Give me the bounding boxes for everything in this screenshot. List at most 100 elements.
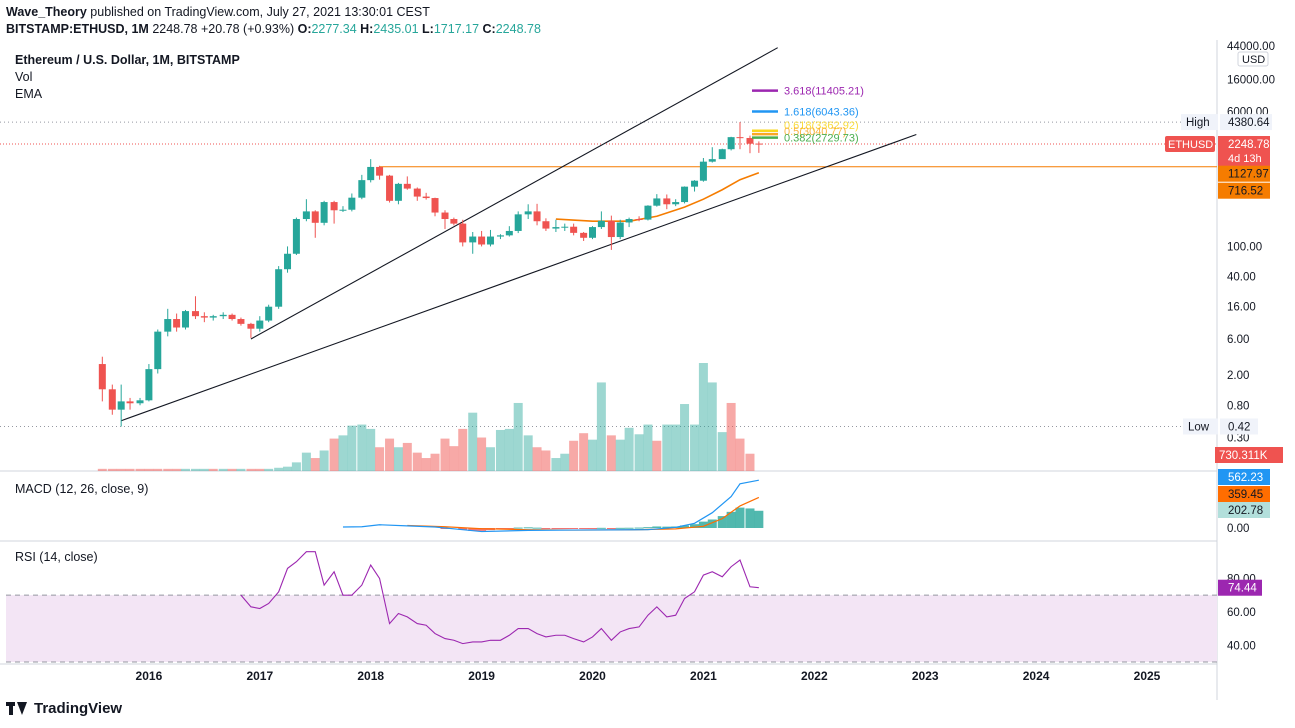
candle-body <box>367 166 375 181</box>
volume-bar <box>255 468 265 471</box>
volume-bar <box>319 450 329 471</box>
macd-histogram-bar <box>735 507 745 528</box>
volume-bar <box>671 424 681 471</box>
volume-bar <box>504 428 514 471</box>
fib-level-label: 0.618(3362.92) <box>784 120 859 132</box>
candle-body <box>386 175 394 201</box>
macd-histogram-bar <box>745 508 755 528</box>
volume-bar <box>596 382 606 471</box>
candle-body <box>635 219 643 221</box>
price-tick-label: 2.00 <box>1227 370 1249 382</box>
price-tag-bg <box>1218 165 1270 182</box>
legend-vol[interactable]: Vol <box>15 70 33 84</box>
candle-body <box>552 227 560 229</box>
volume-bar <box>227 468 237 471</box>
candle-body <box>755 143 763 145</box>
macd-histogram-bar <box>532 527 542 529</box>
candle-body <box>570 226 578 233</box>
candle-body <box>320 202 328 223</box>
rsi-band <box>6 595 1217 662</box>
macd-histogram-bar <box>634 527 644 529</box>
symbol-line: BITSTAMP:ETHUSD, 1M 2248.78 +20.78 (+0.9… <box>6 22 541 36</box>
volume-bar <box>264 468 274 471</box>
price-tick-label: 0.30 <box>1227 433 1249 445</box>
macd-histogram-bar <box>643 527 653 529</box>
tradingview-logo[interactable]: TradingView <box>6 700 122 717</box>
high-value: 2435.01 <box>373 22 419 36</box>
candle-body <box>644 205 652 220</box>
macd-histogram-bar <box>606 528 616 529</box>
time-tick-label: 2025 <box>1134 669 1161 683</box>
macd-value-tag: 359.45 <box>1228 489 1263 501</box>
symbol-name[interactable]: BITSTAMP:ETHUSD, 1M <box>6 22 149 36</box>
legend-macd[interactable]: MACD (12, 26, close, 9) <box>15 482 149 496</box>
candle-body <box>394 183 402 201</box>
candle-countdown: 4d 13h <box>1228 153 1262 165</box>
volume-bar <box>551 458 561 471</box>
candle-body <box>431 198 439 213</box>
volume-bar <box>532 447 542 471</box>
volume-bar <box>301 452 311 471</box>
macd-tick-label: 0.00 <box>1227 523 1249 535</box>
candle-body <box>478 236 486 245</box>
publisher-name[interactable]: Wave_Theory <box>6 5 87 19</box>
volume-bar <box>310 458 320 471</box>
close-value: 2248.78 <box>495 22 541 36</box>
candle-body <box>376 166 384 176</box>
open-value: 2277.34 <box>311 22 357 36</box>
candle-body <box>616 222 624 238</box>
time-tick-label: 2018 <box>357 669 384 683</box>
volume-bar <box>107 468 117 471</box>
candle-body <box>228 314 236 320</box>
volume-bar <box>588 439 597 471</box>
open-label: O: <box>297 22 312 36</box>
macd-histogram-bar <box>513 527 523 529</box>
candle-body <box>284 253 292 270</box>
publisher-text: published on TradingView.com, July 27, 2… <box>86 5 430 19</box>
macd-histogram-bar <box>579 528 589 529</box>
price-tick-label: 16.00 <box>1227 302 1256 314</box>
volume-bar <box>523 435 533 471</box>
macd-histogram-bar <box>523 527 533 529</box>
volume-bar <box>366 428 376 471</box>
price-change: +20.78 (+0.93%) <box>200 22 295 36</box>
last-price-tag-bg <box>1218 136 1270 167</box>
candle-body <box>164 319 172 332</box>
volume-bar <box>495 429 505 471</box>
legend-rsi[interactable]: RSI (14, close) <box>15 550 98 564</box>
candle-body <box>746 137 754 144</box>
legend-ema[interactable]: EMA <box>15 87 43 101</box>
rsi-value-tag-bg <box>1218 579 1262 596</box>
macd-histogram-bar <box>717 516 727 528</box>
chart-canvas[interactable]: 44000.0016000.006000.002000.00100.0040.0… <box>0 0 1295 700</box>
volume-bar <box>402 442 412 471</box>
price-tick-label: 100.00 <box>1227 241 1262 253</box>
candle-body <box>533 211 541 222</box>
candle-body <box>736 137 744 139</box>
ethusd-name-tag: ETHUSD <box>1168 139 1213 151</box>
candle-body <box>117 401 125 410</box>
price-tag: 716.52 <box>1228 186 1263 198</box>
macd-value-tag-bg <box>1218 469 1270 485</box>
candle-body <box>275 269 283 307</box>
volume-bar <box>144 468 154 471</box>
volume-bar <box>652 440 662 471</box>
volume-bar <box>338 435 348 471</box>
candle-body <box>154 331 162 370</box>
volume-bar <box>624 427 634 471</box>
candle-body <box>247 323 255 329</box>
candle-body <box>413 188 421 197</box>
volume-bar <box>560 453 570 471</box>
candle-body <box>597 220 605 228</box>
macd-signal-line <box>407 496 760 531</box>
volume-bar <box>375 447 385 471</box>
macd-histogram-bar <box>707 519 717 528</box>
legend-main-title[interactable]: Ethereum / U.S. Dollar, 1M, BITSTAMP <box>15 53 240 67</box>
high-label: H: <box>360 22 374 36</box>
volume-bar <box>199 468 209 471</box>
volume-bar <box>190 468 200 471</box>
volume-bar <box>347 425 357 471</box>
macd-histogram-bar <box>754 510 764 528</box>
rsi-line <box>240 551 759 645</box>
candle-body <box>339 209 347 211</box>
